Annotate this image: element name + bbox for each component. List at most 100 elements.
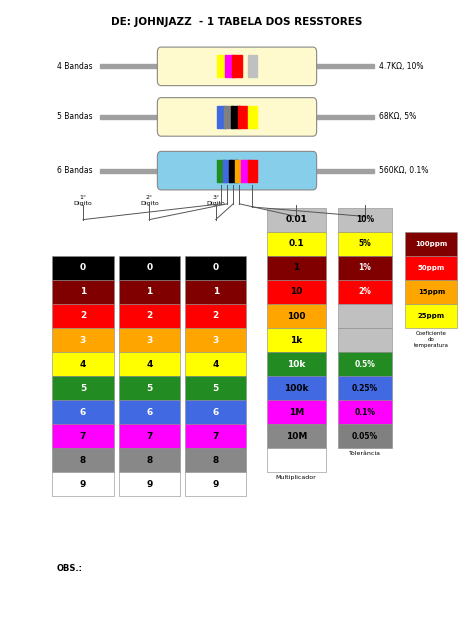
- Text: 1: 1: [212, 288, 219, 296]
- Text: 3: 3: [146, 336, 153, 344]
- Text: Tolerância: Tolerância: [349, 451, 381, 456]
- Text: 2°
Digito: 2° Digito: [140, 195, 159, 206]
- Bar: [337, 352, 392, 376]
- Bar: [313, 169, 374, 173]
- Bar: [225, 55, 234, 77]
- Bar: [405, 280, 457, 304]
- Text: 6 Bandas: 6 Bandas: [57, 166, 92, 175]
- Bar: [118, 280, 180, 304]
- Bar: [337, 232, 392, 256]
- Bar: [217, 159, 226, 182]
- Bar: [185, 472, 246, 496]
- Bar: [185, 256, 246, 280]
- Bar: [231, 106, 240, 128]
- Text: 0: 0: [80, 264, 86, 272]
- Bar: [266, 328, 326, 352]
- Text: 1: 1: [293, 264, 300, 272]
- Bar: [405, 304, 457, 328]
- Text: 0.05%: 0.05%: [352, 432, 378, 441]
- Bar: [405, 232, 457, 256]
- Bar: [185, 280, 246, 304]
- Text: 0: 0: [213, 264, 219, 272]
- Text: 3: 3: [212, 336, 219, 344]
- Text: 8: 8: [212, 456, 219, 465]
- FancyBboxPatch shape: [157, 152, 317, 190]
- Bar: [337, 376, 392, 400]
- Bar: [217, 55, 226, 77]
- Text: 1M: 1M: [289, 408, 304, 416]
- Text: 1°
Digito: 1° Digito: [73, 195, 92, 206]
- Text: 5%: 5%: [359, 240, 371, 248]
- Text: 5: 5: [212, 384, 219, 392]
- Bar: [313, 64, 374, 68]
- Bar: [52, 280, 114, 304]
- Text: 1k: 1k: [290, 336, 302, 344]
- Bar: [118, 376, 180, 400]
- Text: 4: 4: [146, 360, 153, 368]
- Text: 10: 10: [290, 288, 302, 296]
- Text: 1: 1: [80, 288, 86, 296]
- Bar: [52, 400, 114, 424]
- FancyBboxPatch shape: [157, 47, 317, 85]
- Text: 7: 7: [146, 432, 153, 441]
- Bar: [118, 352, 180, 376]
- Bar: [241, 159, 250, 182]
- Text: Coeficiente
do
temperatura: Coeficiente do temperatura: [414, 331, 449, 348]
- Bar: [337, 304, 392, 328]
- Text: 3°
Digito: 3° Digito: [206, 195, 225, 206]
- Bar: [52, 424, 114, 448]
- Bar: [337, 424, 392, 448]
- Text: 0.1: 0.1: [288, 240, 304, 248]
- Text: 4.7KΩ, 10%: 4.7KΩ, 10%: [379, 62, 424, 71]
- Bar: [235, 159, 244, 182]
- Text: 100k: 100k: [284, 384, 309, 392]
- Bar: [118, 304, 180, 328]
- Bar: [266, 280, 326, 304]
- Text: 68KΩ, 5%: 68KΩ, 5%: [379, 112, 417, 121]
- Bar: [118, 472, 180, 496]
- Text: 2: 2: [212, 312, 219, 320]
- Bar: [185, 328, 246, 352]
- Bar: [266, 400, 326, 424]
- Text: 8: 8: [80, 456, 86, 465]
- Text: 1: 1: [146, 288, 153, 296]
- Text: 10M: 10M: [285, 432, 307, 441]
- Bar: [337, 400, 392, 424]
- Bar: [337, 280, 392, 304]
- Text: 9: 9: [80, 480, 86, 489]
- Text: 4: 4: [212, 360, 219, 368]
- Bar: [185, 424, 246, 448]
- Bar: [185, 352, 246, 376]
- Text: DE: JOHNJAZZ  - 1 TABELA DOS RESSTORES: DE: JOHNJAZZ - 1 TABELA DOS RESSTORES: [111, 17, 363, 27]
- Bar: [185, 376, 246, 400]
- Text: 10k: 10k: [287, 360, 305, 368]
- Bar: [405, 256, 457, 280]
- Text: 50ppm: 50ppm: [418, 265, 445, 271]
- Text: 5: 5: [80, 384, 86, 392]
- Bar: [313, 115, 374, 119]
- Bar: [238, 106, 247, 128]
- Bar: [52, 376, 114, 400]
- Bar: [52, 256, 114, 280]
- Text: 6: 6: [146, 408, 153, 416]
- Bar: [52, 304, 114, 328]
- Bar: [266, 352, 326, 376]
- Bar: [337, 256, 392, 280]
- Bar: [223, 159, 232, 182]
- Bar: [248, 106, 257, 128]
- Bar: [266, 256, 326, 280]
- Bar: [266, 424, 326, 448]
- Text: 0: 0: [146, 264, 152, 272]
- Text: 2: 2: [146, 312, 153, 320]
- Bar: [337, 328, 392, 352]
- Bar: [266, 448, 326, 472]
- Bar: [185, 304, 246, 328]
- Text: Multiplicador: Multiplicador: [276, 475, 317, 480]
- Bar: [266, 376, 326, 400]
- Text: 7: 7: [80, 432, 86, 441]
- Bar: [52, 472, 114, 496]
- Text: 6: 6: [80, 408, 86, 416]
- Text: 0.25%: 0.25%: [352, 384, 378, 392]
- Text: 6: 6: [212, 408, 219, 416]
- Bar: [118, 424, 180, 448]
